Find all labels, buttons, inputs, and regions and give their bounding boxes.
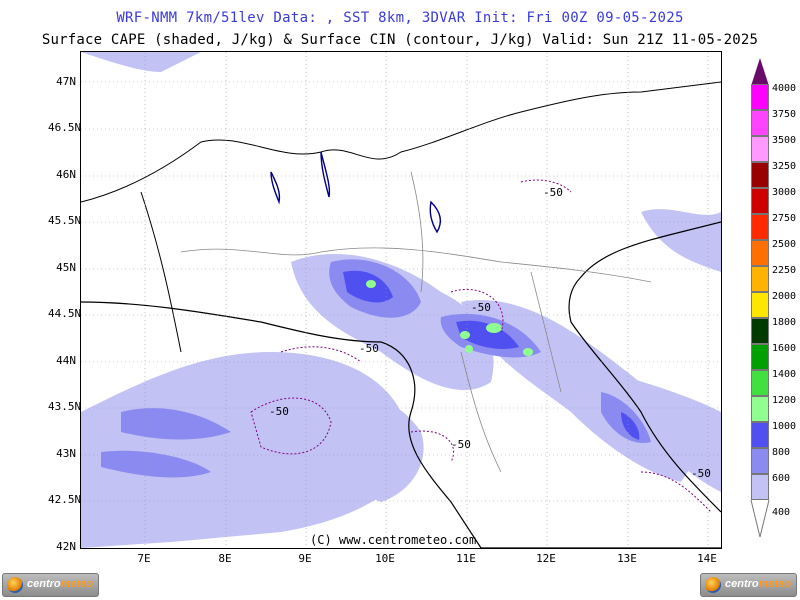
lon-label: 7E xyxy=(137,552,151,565)
legend-swatch xyxy=(751,448,769,474)
lat-label: 47N xyxy=(56,75,76,88)
lat-label: 46N xyxy=(56,168,76,181)
legend-swatch xyxy=(751,162,769,188)
legend-value: 2250 xyxy=(772,265,797,276)
logo-text: centrometeo xyxy=(725,578,792,590)
legend-value: 4000 xyxy=(772,83,797,94)
legend-value: 3000 xyxy=(772,187,797,198)
legend-swatch xyxy=(751,344,769,370)
contour-label: -50 xyxy=(543,186,563,199)
legend-value: 600 xyxy=(772,473,791,484)
lon-label: 9E xyxy=(298,552,312,565)
legend-swatch xyxy=(751,110,769,136)
legend-value: 3750 xyxy=(772,109,797,120)
legend-value: 2500 xyxy=(772,239,797,250)
lat-label: 45.5N xyxy=(48,214,82,227)
legend-swatch xyxy=(751,240,769,266)
contour-label: -50 xyxy=(691,467,711,480)
lat-label: 45N xyxy=(56,261,76,274)
globe-icon xyxy=(705,577,721,593)
lat-label: 42.5N xyxy=(48,493,82,506)
legend-swatch xyxy=(751,370,769,396)
title-line-1: WRF-NMM 7km/51lev Data: , SST 8km, 3DVAR… xyxy=(116,10,684,26)
legend-swatch xyxy=(751,214,769,240)
legend-value: 2000 xyxy=(772,291,797,302)
legend-top-arrow xyxy=(751,58,769,86)
legend-swatch xyxy=(751,188,769,214)
lat-label: 44.5N xyxy=(48,307,82,320)
regional-borders xyxy=(180,171,652,473)
logo-text: centrometeo xyxy=(27,578,94,590)
lat-label: 46.5N xyxy=(48,121,82,134)
cape-map xyxy=(81,52,721,548)
legend-value: 2750 xyxy=(772,213,797,224)
legend-value: 3500 xyxy=(772,135,797,146)
legend-value: 800 xyxy=(772,447,791,458)
title-line-2: Surface CAPE (shaded, J/kg) & Surface CI… xyxy=(41,32,759,48)
legend-swatch xyxy=(751,422,769,448)
cin-contours xyxy=(250,179,712,513)
legend-swatch xyxy=(751,84,769,110)
contour-label: -50 xyxy=(471,301,491,314)
contour-label: -50 xyxy=(269,405,289,418)
legend-swatch xyxy=(751,266,769,292)
legend-value: 1000 xyxy=(772,421,797,432)
lat-label: 42N xyxy=(56,540,76,553)
coastline xyxy=(81,221,721,548)
lon-label: 14E xyxy=(697,552,717,565)
legend-swatch xyxy=(751,292,769,318)
legend-bottom-arrow-outline xyxy=(750,499,770,538)
lon-label: 8E xyxy=(218,552,232,565)
legend-value: 3250 xyxy=(772,161,797,172)
legend-value: 1600 xyxy=(772,343,797,354)
cape-shading-1200 xyxy=(366,280,533,356)
legend-value: 1200 xyxy=(772,395,797,406)
contour-label: -50 xyxy=(451,438,471,451)
globe-icon xyxy=(7,577,23,593)
lat-label: 44N xyxy=(56,354,76,367)
legend-value: 1400 xyxy=(772,369,797,380)
legend-value: 1800 xyxy=(772,317,797,328)
copyright-credit: (C) www.centrometeo.com xyxy=(310,533,477,547)
lat-label: 43.5N xyxy=(48,400,82,413)
lon-label: 10E xyxy=(375,552,395,565)
lon-label: 13E xyxy=(617,552,637,565)
lon-label: 12E xyxy=(536,552,556,565)
lat-lon-grid xyxy=(81,52,721,548)
country-borders xyxy=(81,81,721,353)
contour-label: -50 xyxy=(359,342,379,355)
legend-swatch xyxy=(751,474,769,500)
centrometeo-logo-left[interactable]: centrometeo xyxy=(2,573,99,597)
map-panel: -50 -50 -50 -50 -50 -50 xyxy=(80,51,722,549)
legend-swatch xyxy=(751,396,769,422)
lakes xyxy=(270,151,442,234)
legend-value: 400 xyxy=(772,507,791,518)
centrometeo-logo-right[interactable]: centrometeo xyxy=(700,573,797,597)
legend-bottom-arrow xyxy=(751,500,769,528)
legend-swatch xyxy=(751,136,769,162)
lon-label: 11E xyxy=(456,552,476,565)
lat-label: 43N xyxy=(56,447,76,460)
legend-swatch xyxy=(751,318,769,344)
